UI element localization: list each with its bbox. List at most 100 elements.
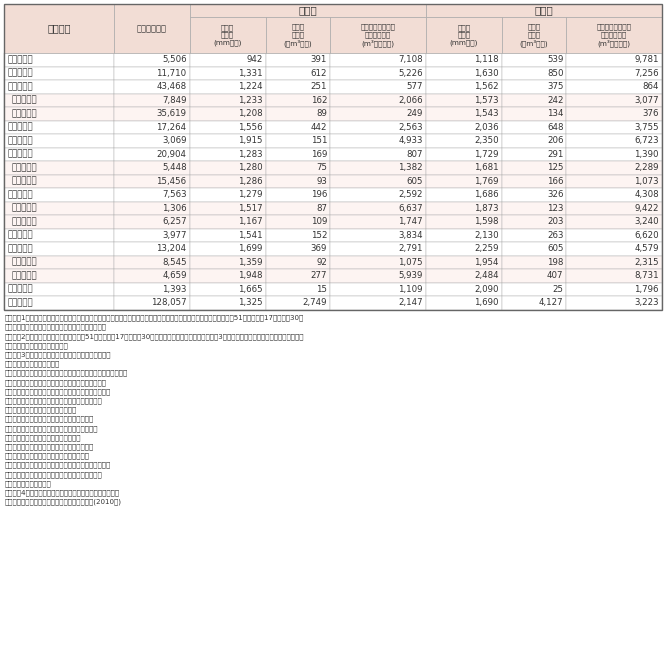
Bar	[114, 93, 190, 107]
Bar	[501, 174, 566, 188]
Bar	[114, 296, 190, 310]
Bar	[566, 134, 662, 148]
Text: 1,390: 1,390	[635, 150, 659, 159]
Text: 2,484: 2,484	[474, 271, 499, 280]
Text: 1,681: 1,681	[474, 163, 499, 172]
Bar	[566, 161, 662, 174]
Text: 全　　　国: 全 国	[8, 298, 33, 308]
Text: 2,130: 2,130	[474, 231, 499, 240]
Bar	[266, 174, 330, 188]
Bar	[4, 242, 114, 255]
Bar	[330, 53, 426, 67]
Text: 134: 134	[547, 109, 563, 118]
Bar	[4, 296, 114, 310]
Bar	[330, 174, 426, 188]
Text: 2,289: 2,289	[635, 163, 659, 172]
Text: 関東（内陸）：茨城、栃木、群馬、山梨: 関東（内陸）：茨城、栃木、群馬、山梨	[5, 379, 107, 385]
Bar	[114, 255, 190, 269]
Text: 291: 291	[547, 150, 563, 159]
Bar	[190, 148, 266, 161]
Bar	[426, 296, 501, 310]
Text: 平均年
降水量
(mm／年): 平均年 降水量 (mm／年)	[450, 24, 478, 46]
Text: 942: 942	[246, 56, 262, 64]
Text: 89: 89	[316, 109, 327, 118]
Bar	[190, 188, 266, 202]
Text: 1,167: 1,167	[238, 217, 262, 226]
Bar	[501, 80, 566, 93]
Bar	[566, 17, 662, 53]
Text: 1,543: 1,543	[474, 109, 499, 118]
Text: 北陸：富山、石川、福井: 北陸：富山、石川、福井	[5, 407, 77, 413]
Text: 2,315: 2,315	[635, 258, 659, 266]
Bar	[114, 161, 190, 174]
Text: 北海道：北海道: 北海道：北海道	[5, 360, 60, 367]
Text: 6,257: 6,257	[162, 217, 186, 226]
Bar	[4, 134, 114, 148]
Bar	[330, 215, 426, 229]
Text: 四国：徳島、香川、愛媛、高知: 四国：徳島、香川、愛媛、高知	[5, 453, 90, 459]
Bar	[501, 229, 566, 242]
Bar	[566, 107, 662, 121]
Text: 1,690: 1,690	[474, 298, 499, 308]
Bar	[266, 255, 330, 269]
Text: （山　陽）: （山 陽）	[12, 217, 37, 226]
Bar	[330, 283, 426, 296]
Text: 152: 152	[310, 231, 327, 240]
Text: 206: 206	[547, 136, 563, 145]
Text: 169: 169	[311, 150, 327, 159]
Text: 1,948: 1,948	[238, 271, 262, 280]
Bar	[426, 107, 501, 121]
Bar	[501, 188, 566, 202]
Text: 1,331: 1,331	[238, 69, 262, 78]
Bar	[190, 80, 266, 93]
Text: 2,090: 2,090	[474, 285, 499, 294]
Text: 648: 648	[547, 123, 563, 132]
Text: 沖　　　縄: 沖 縄	[8, 285, 33, 294]
Text: 四　　　国: 四 国	[8, 231, 33, 240]
Text: 2　渇水年水資源賦存量は、昭和51年から平成17年までの30年間の降水量の少ない方から数えて3番目の年における水資源賦存量を地域別に: 2 渇水年水資源賦存量は、昭和51年から平成17年までの30年間の降水量の少ない…	[5, 333, 304, 340]
Text: 人口（千人）: 人口（千人）	[137, 24, 166, 33]
Text: 391: 391	[311, 56, 327, 64]
Bar	[4, 148, 114, 161]
Text: 92: 92	[316, 258, 327, 266]
Bar	[190, 134, 266, 148]
Text: 2,259: 2,259	[474, 244, 499, 253]
Text: 2,036: 2,036	[474, 123, 499, 132]
Bar	[190, 121, 266, 134]
Bar	[114, 67, 190, 80]
Bar	[330, 121, 426, 134]
Bar	[190, 242, 266, 255]
Bar	[114, 269, 190, 283]
Bar	[501, 161, 566, 174]
Bar	[4, 121, 114, 134]
Bar	[266, 215, 330, 229]
Text: 109: 109	[311, 217, 327, 226]
Text: 162: 162	[310, 96, 327, 104]
Text: 15: 15	[316, 285, 327, 294]
Bar	[501, 121, 566, 134]
Text: 166: 166	[547, 177, 563, 185]
Text: 407: 407	[547, 271, 563, 280]
Bar	[426, 229, 501, 242]
Text: 128,057: 128,057	[151, 298, 186, 308]
Bar	[4, 269, 114, 283]
Text: 1,359: 1,359	[238, 258, 262, 266]
Bar	[266, 93, 330, 107]
Text: 75: 75	[316, 163, 327, 172]
Bar	[501, 134, 566, 148]
Text: 9,422: 9,422	[635, 204, 659, 213]
Bar	[501, 148, 566, 161]
Text: 2,749: 2,749	[302, 298, 327, 308]
Bar	[426, 4, 662, 17]
Bar	[426, 53, 501, 67]
Bar	[190, 269, 266, 283]
Bar	[426, 67, 501, 80]
Text: 3,069: 3,069	[162, 136, 186, 145]
Text: 1,109: 1,109	[398, 285, 423, 294]
Text: 25: 25	[552, 285, 563, 294]
Text: 5,448: 5,448	[162, 163, 186, 172]
Bar	[4, 202, 114, 215]
Text: 九州（南九州）：熊本、宮崎、鹿児島: 九州（南九州）：熊本、宮崎、鹿児島	[5, 471, 103, 477]
Text: 2,147: 2,147	[398, 298, 423, 308]
Bar	[190, 229, 266, 242]
